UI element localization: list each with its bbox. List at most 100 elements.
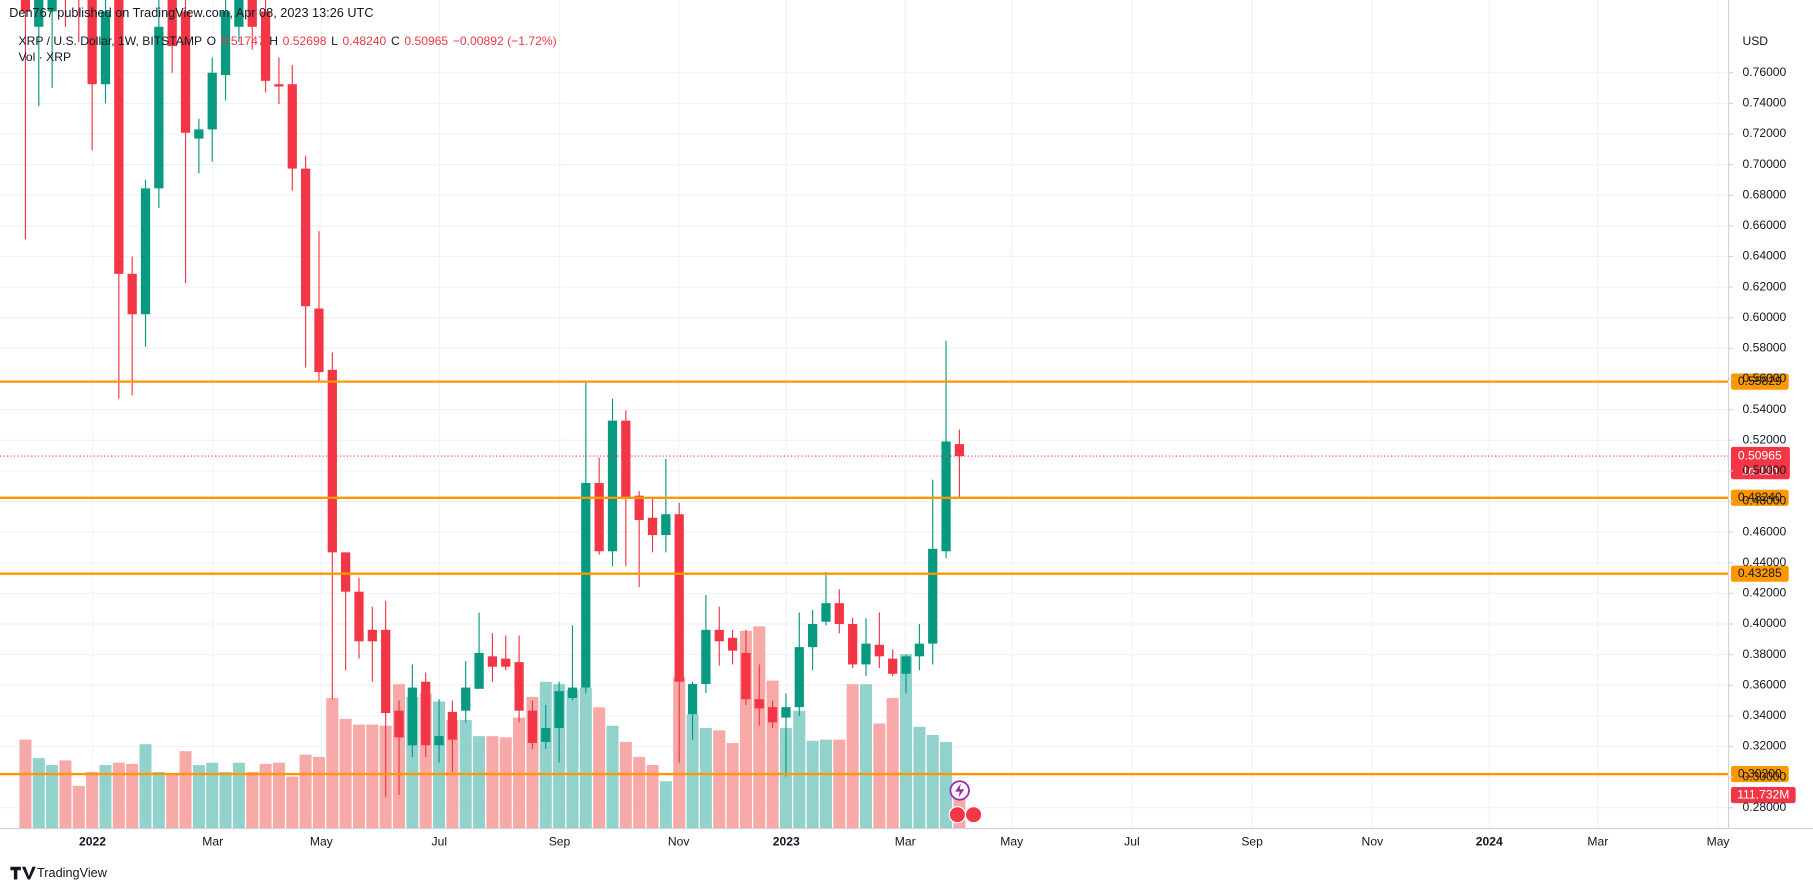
volume-bar — [900, 654, 913, 829]
volume-bar — [246, 771, 259, 829]
last-price-countdown: 1d 11h — [1742, 463, 1778, 477]
x-tick-label: Mar — [895, 835, 916, 849]
legend-key: C — [391, 34, 400, 48]
level-label-box — [1730, 373, 1789, 390]
volume-bar — [806, 740, 819, 829]
volume-bar — [126, 763, 139, 829]
candle-body — [300, 168, 311, 307]
candle-body — [354, 591, 364, 642]
volume-bar — [940, 741, 953, 829]
candle-body — [20, 0, 31, 12]
y-tick-label: 0.66000 — [1742, 218, 1786, 232]
event-icon[interactable] — [948, 806, 967, 824]
x-tick-label: Mar — [1587, 835, 1608, 849]
level-label: 0.43285 — [1738, 566, 1782, 580]
volume-bar — [539, 681, 552, 829]
candle-body — [447, 711, 458, 740]
volume-bar — [486, 736, 499, 829]
volume-bar — [886, 698, 899, 829]
y-tick-label: 0.74000 — [1742, 96, 1786, 110]
volume-bar — [59, 760, 72, 829]
volume-bar — [206, 762, 219, 829]
candle-body — [661, 514, 671, 536]
candle-body — [928, 548, 938, 644]
y-tick-label: 0.60000 — [1742, 310, 1786, 324]
y-tick-label: 0.46000 — [1742, 524, 1786, 538]
candle-body — [527, 710, 538, 743]
logo-mark — [10, 866, 36, 880]
volume-bar — [499, 737, 512, 829]
legend-value: 0.50965 — [404, 34, 448, 48]
last-price-label: 0.50965 — [1738, 448, 1782, 462]
y-tick-label: 0.30000 — [1742, 769, 1786, 783]
candle-body — [127, 273, 137, 315]
volume-bar — [99, 765, 112, 829]
candle-body — [701, 629, 711, 685]
y-tick-label: 0.56000 — [1742, 371, 1786, 385]
candle-body — [514, 662, 524, 711]
x-tick-label: 2023 — [773, 835, 800, 849]
candle-body — [741, 652, 751, 700]
volume-bar — [793, 710, 806, 829]
candle-body — [314, 308, 324, 373]
candle-body — [274, 84, 284, 87]
candle-body — [194, 129, 204, 139]
candle-body — [327, 369, 337, 553]
volume-bar — [72, 785, 85, 829]
currency: USD — [1742, 34, 1768, 48]
candle-body — [394, 710, 404, 738]
volume-bar — [926, 734, 939, 829]
y-tick-label: 0.68000 — [1742, 187, 1786, 201]
volume-bar — [753, 626, 766, 829]
candle-body — [167, 0, 177, 47]
volume-bar — [46, 765, 59, 829]
candle-body — [34, 0, 44, 27]
x-tick-label: Nov — [1362, 835, 1385, 849]
event-icon[interactable] — [964, 806, 983, 824]
y-tick-label: 0.28000 — [1742, 800, 1786, 814]
volume-bar — [192, 765, 205, 829]
candle-body — [341, 552, 351, 592]
volume-bar — [139, 744, 152, 829]
volume-bar — [352, 724, 366, 829]
volume-bar — [726, 743, 739, 829]
volume-bar — [433, 701, 446, 829]
brand-logo: TradingView — [10, 865, 108, 880]
x-tick-label: May — [310, 835, 334, 849]
level-label: 0.55829 — [1738, 374, 1782, 388]
y-tick-label: 0.38000 — [1742, 647, 1786, 661]
candle-layer — [20, 0, 965, 798]
candle-body — [260, 11, 271, 81]
candle-body — [647, 517, 658, 536]
volume-layer — [19, 626, 966, 829]
x-tick-label: Sep — [1241, 835, 1263, 849]
y-tick-label: 0.32000 — [1742, 739, 1786, 753]
candle-body — [234, 0, 244, 27]
x-tick-label: Jul — [1124, 835, 1140, 849]
volume-bar — [312, 756, 325, 829]
y-tick-label: 0.48000 — [1742, 494, 1786, 508]
legend-change: −0.00892 (−1.72%) — [453, 34, 557, 48]
x-tick-label: May — [1000, 835, 1024, 849]
y-tick-label: 0.36000 — [1742, 677, 1786, 691]
x-tick-label: Sep — [549, 835, 571, 849]
level-label: 0.30200 — [1738, 766, 1782, 780]
candle-body — [367, 629, 377, 642]
volume-bar — [699, 728, 712, 829]
volume-bar — [219, 771, 232, 829]
y-tick-label: 0.62000 — [1742, 279, 1786, 293]
candle-body — [914, 643, 924, 657]
volume-bar — [19, 739, 32, 829]
candle-body — [180, 11, 191, 133]
candle-body — [474, 652, 484, 689]
x-tick-label: 2024 — [1476, 835, 1503, 849]
x-tick-label: Nov — [668, 835, 691, 849]
volume-bar — [633, 756, 646, 829]
level-label: 0.48240 — [1738, 490, 1782, 504]
volume-bar — [659, 781, 672, 829]
candle-body — [634, 495, 644, 521]
volume-bar — [913, 726, 926, 829]
candle-body — [861, 643, 871, 665]
candle-body — [87, 0, 97, 85]
